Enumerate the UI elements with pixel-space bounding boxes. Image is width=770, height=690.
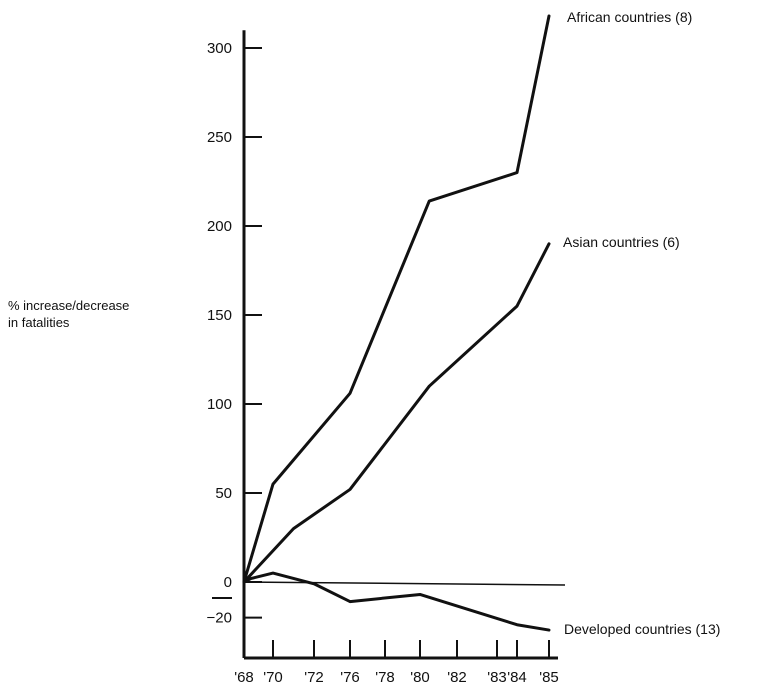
- x-tick-label: '76: [340, 669, 360, 686]
- y-tick-label: 50: [215, 485, 232, 502]
- series-point: [547, 628, 551, 632]
- y-tick-label: −20: [207, 610, 232, 627]
- x-tick-label: '70: [263, 669, 283, 686]
- series-point: [348, 392, 352, 395]
- series-line: [242, 14, 551, 584]
- series-label: African countries (8): [567, 9, 692, 25]
- series-point: [547, 14, 551, 18]
- series-label: Developed countries (13): [564, 621, 720, 637]
- series-point: [271, 571, 275, 575]
- series-label: Asian countries (6): [563, 234, 680, 250]
- series-point: [292, 527, 295, 530]
- series-point: [250, 577, 253, 580]
- series-point: [242, 580, 246, 584]
- y-tick-label: 250: [207, 129, 232, 146]
- series-point: [547, 242, 551, 245]
- series-point: [515, 623, 519, 626]
- zero-reference-line: [243, 581, 566, 586]
- x-tick-label: '85: [539, 669, 559, 686]
- series-point: [348, 488, 352, 491]
- series-point: [515, 171, 519, 174]
- y-axis-label-line-1: % increase/decrease: [8, 298, 129, 313]
- y-tick-label: 0: [224, 574, 232, 591]
- y-tick-label: 100: [207, 396, 232, 413]
- y-tick-label: 200: [207, 218, 232, 235]
- series-point: [271, 482, 275, 486]
- series-line: [242, 242, 551, 584]
- x-tick-label: '80: [410, 669, 430, 686]
- x-tick-label: '84: [507, 669, 527, 686]
- series-point: [515, 304, 519, 308]
- series-line: [242, 571, 551, 632]
- x-tick-label: '72: [304, 669, 324, 686]
- y-axis-label-line-2: in fatalities: [8, 315, 70, 330]
- x-tick-label: '78: [375, 669, 395, 686]
- x-tick-label: '83: [487, 669, 507, 686]
- axes: 300 250 200 150 100 50 0 −20 '68 '70 '72 '76 '78 '80 '…: [207, 30, 566, 686]
- series-point: [348, 600, 352, 603]
- series-point: [312, 582, 316, 585]
- series-point: [428, 385, 431, 388]
- y-tick-label: 300: [207, 40, 232, 57]
- x-tick-label: '68: [234, 669, 254, 686]
- series-point: [418, 593, 422, 596]
- series-layer: African countries (8) Asian countries (6)…: [242, 9, 720, 637]
- x-tick-label: '82: [447, 669, 467, 686]
- y-tick-label: 150: [207, 307, 232, 324]
- series-point: [428, 199, 431, 203]
